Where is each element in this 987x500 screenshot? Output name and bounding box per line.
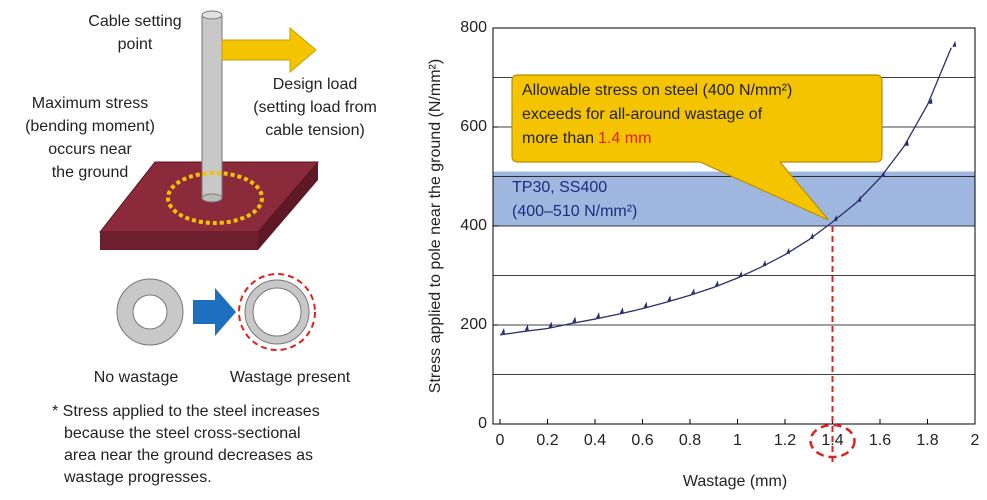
label: Design load — [273, 76, 358, 93]
ring-thin-hole — [253, 288, 301, 336]
y-tick-label: 0 — [478, 415, 487, 432]
pole-diagram — [100, 11, 318, 350]
data-point — [810, 233, 814, 239]
x-tick-label: 0 — [496, 432, 505, 449]
data-point — [952, 41, 956, 47]
y-tick-label: 800 — [460, 19, 487, 36]
data-point — [596, 312, 600, 318]
label: the ground — [52, 164, 129, 181]
y-tick-label: 200 — [460, 316, 487, 333]
pole — [202, 15, 222, 198]
data-point — [667, 295, 671, 301]
label: Maximum stress — [32, 95, 148, 112]
note: * Stress applied to the steel increases — [52, 403, 320, 420]
data-point — [501, 328, 505, 334]
band-label: (400–510 N/mm²) — [512, 203, 637, 220]
note: wastage progresses. — [63, 469, 212, 486]
label: occurs near — [48, 141, 132, 158]
data-point — [572, 317, 576, 323]
base-plate-side — [100, 232, 258, 250]
progress-arrow — [193, 288, 236, 336]
data-point — [691, 288, 695, 294]
load-arrow — [222, 28, 316, 72]
x-tick-label: 0.8 — [679, 432, 701, 449]
label: point — [118, 36, 153, 53]
note: because the steel cross-sectional — [64, 425, 301, 442]
figure: Cable setting point Design load (setting… — [0, 0, 987, 500]
pole-top — [202, 11, 222, 19]
y-tick-label: 600 — [460, 118, 487, 135]
x-tick-label: 1 — [733, 432, 742, 449]
label: (setting load from — [253, 99, 377, 116]
label: Wastage present — [230, 369, 351, 386]
callout-text: exceeds for all-around wastage of — [522, 106, 763, 123]
callout-highlight: 1.4 mm — [598, 130, 651, 147]
data-point — [715, 280, 719, 286]
x-tick-label: 0.4 — [584, 432, 606, 449]
callout-text: Allowable stress on steel (400 N/mm²) — [522, 82, 792, 99]
data-point — [762, 260, 766, 266]
label: (bending moment) — [25, 118, 155, 135]
y-tick-label: 400 — [460, 217, 487, 234]
data-point — [620, 307, 624, 313]
callout-text: more than — [522, 130, 594, 147]
x-axis-title: Wastage (mm) — [683, 473, 787, 490]
data-point — [549, 321, 553, 327]
x-tick-label: 2 — [971, 432, 980, 449]
band-label: TP30, SS400 — [512, 179, 607, 196]
x-tick-label: 0.2 — [536, 432, 558, 449]
data-point — [644, 302, 648, 308]
ring-hole — [133, 295, 167, 329]
label: cable tension) — [265, 122, 365, 139]
pole-foot — [202, 194, 222, 202]
y-axis-title: Stress applied to pole near the ground (… — [427, 59, 444, 393]
note: area near the ground decreases as — [64, 447, 313, 464]
data-point — [786, 248, 790, 254]
label: Cable setting — [88, 13, 181, 30]
x-tick-label: 1.8 — [916, 432, 938, 449]
x-tick-label: 1.6 — [869, 432, 891, 449]
label: No wastage — [94, 369, 179, 386]
data-point — [739, 271, 743, 277]
x-tick-label: 1.2 — [774, 432, 796, 449]
x-tick-label: 0.6 — [631, 432, 653, 449]
